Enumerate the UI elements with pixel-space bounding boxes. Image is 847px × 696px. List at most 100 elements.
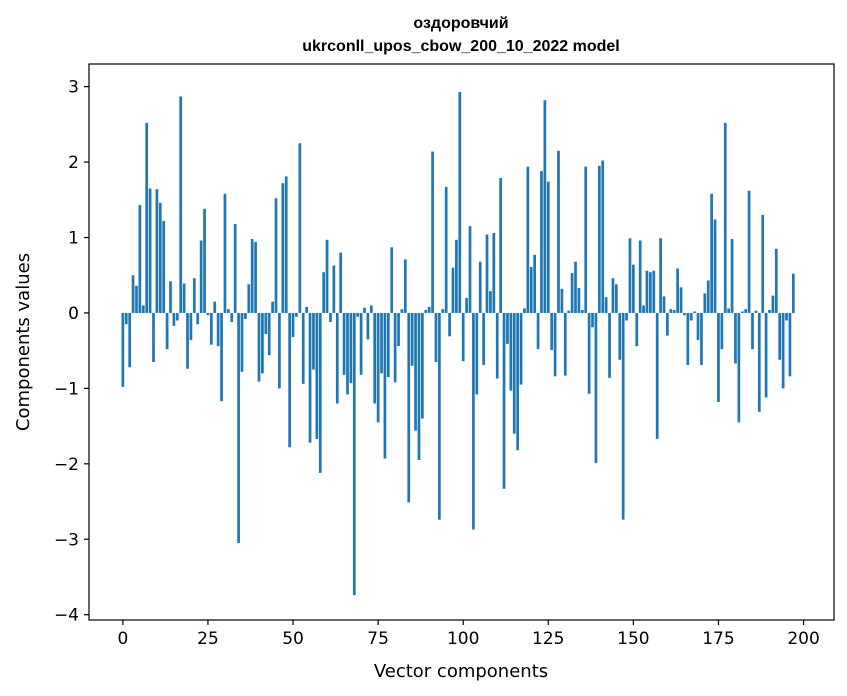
bar: [744, 309, 748, 313]
bar: [308, 312, 312, 443]
bar: [373, 312, 377, 404]
bar: [237, 312, 240, 544]
bar: [278, 312, 281, 389]
bar: [451, 267, 455, 313]
bar: [642, 305, 645, 313]
bar: [516, 312, 520, 451]
bar: [785, 312, 788, 321]
bar: [764, 312, 768, 398]
bar: [550, 312, 554, 350]
bar: [703, 293, 707, 313]
bar: [638, 240, 642, 313]
bar: [346, 312, 349, 395]
bar: [376, 312, 380, 423]
bar: [492, 232, 496, 313]
bar: [325, 239, 329, 313]
bar: [580, 309, 584, 313]
bar: [771, 295, 775, 313]
bar: [519, 312, 523, 385]
bar: [335, 312, 339, 404]
bar: [417, 312, 421, 461]
y-tick-label: −2: [54, 455, 79, 475]
bar: [461, 312, 465, 362]
bar: [244, 312, 247, 319]
bar: [233, 223, 237, 313]
bar: [737, 312, 741, 423]
bar: [679, 287, 683, 313]
bar: [740, 311, 744, 313]
bar: [145, 122, 149, 313]
bar: [710, 193, 714, 313]
bar: [666, 312, 669, 336]
bar: [264, 312, 268, 335]
bar: [397, 312, 400, 347]
chart-title-line-2: ukrconll_upos_cbow_200_10_2022 model: [302, 38, 619, 55]
bar: [386, 312, 390, 378]
bar: [288, 312, 291, 448]
bar: [723, 122, 727, 313]
bar: [536, 312, 540, 350]
bar: [502, 312, 506, 489]
x-tick-label: 125: [532, 629, 564, 649]
bar: [482, 312, 485, 366]
bar: [778, 312, 782, 360]
bar: [567, 310, 571, 313]
bar: [390, 247, 394, 313]
x-tick-label: 150: [617, 629, 649, 649]
bar: [162, 220, 166, 313]
bar: [339, 252, 343, 313]
bar: [312, 312, 315, 370]
bar: [121, 312, 125, 387]
bar: [730, 239, 734, 313]
bar: [649, 272, 652, 313]
bar: [274, 198, 278, 313]
bar: [301, 312, 305, 384]
bar: [652, 270, 656, 313]
x-tick-label: 100: [447, 629, 479, 649]
bar: [774, 248, 778, 313]
bar: [720, 312, 724, 350]
bar: [250, 239, 254, 313]
bar: [254, 242, 257, 313]
bar: [424, 309, 428, 313]
bar: [332, 265, 336, 313]
bar: [734, 312, 737, 364]
bar: [472, 312, 475, 530]
bar: [155, 189, 159, 313]
bar: [421, 312, 424, 419]
bar: [216, 312, 220, 347]
bar: [635, 312, 639, 347]
bar: [628, 238, 632, 313]
bar: [604, 297, 608, 313]
bar: [138, 205, 142, 313]
bar: [621, 312, 625, 520]
bar: [509, 312, 513, 391]
bar: [410, 312, 414, 366]
bar: [172, 312, 176, 326]
bar: [713, 219, 717, 313]
bar: [403, 259, 407, 313]
bar: [686, 312, 690, 366]
y-axis-label: Components values: [13, 253, 34, 431]
x-tick-label: 200: [787, 629, 819, 649]
plot-area-frame: [88, 63, 835, 621]
bar: [431, 151, 434, 313]
bar: [751, 312, 754, 350]
bar: [768, 309, 771, 313]
bar: [614, 284, 618, 313]
bar: [352, 312, 356, 596]
y-axis-ticks: −4 −3 −2 −1 0 1 2 3: [54, 78, 89, 626]
bar: [761, 214, 765, 313]
y-tick-label: 2: [68, 153, 79, 173]
bar: [587, 312, 591, 394]
bar: [271, 301, 274, 313]
bar: [329, 312, 332, 323]
x-axis-label: Vector components: [374, 661, 548, 682]
bar: [322, 272, 326, 313]
bar: [458, 91, 462, 313]
bar: [438, 312, 441, 520]
x-tick-label: 175: [702, 629, 734, 649]
bar: [124, 312, 128, 325]
bar: [128, 312, 132, 368]
bar: [427, 306, 431, 313]
